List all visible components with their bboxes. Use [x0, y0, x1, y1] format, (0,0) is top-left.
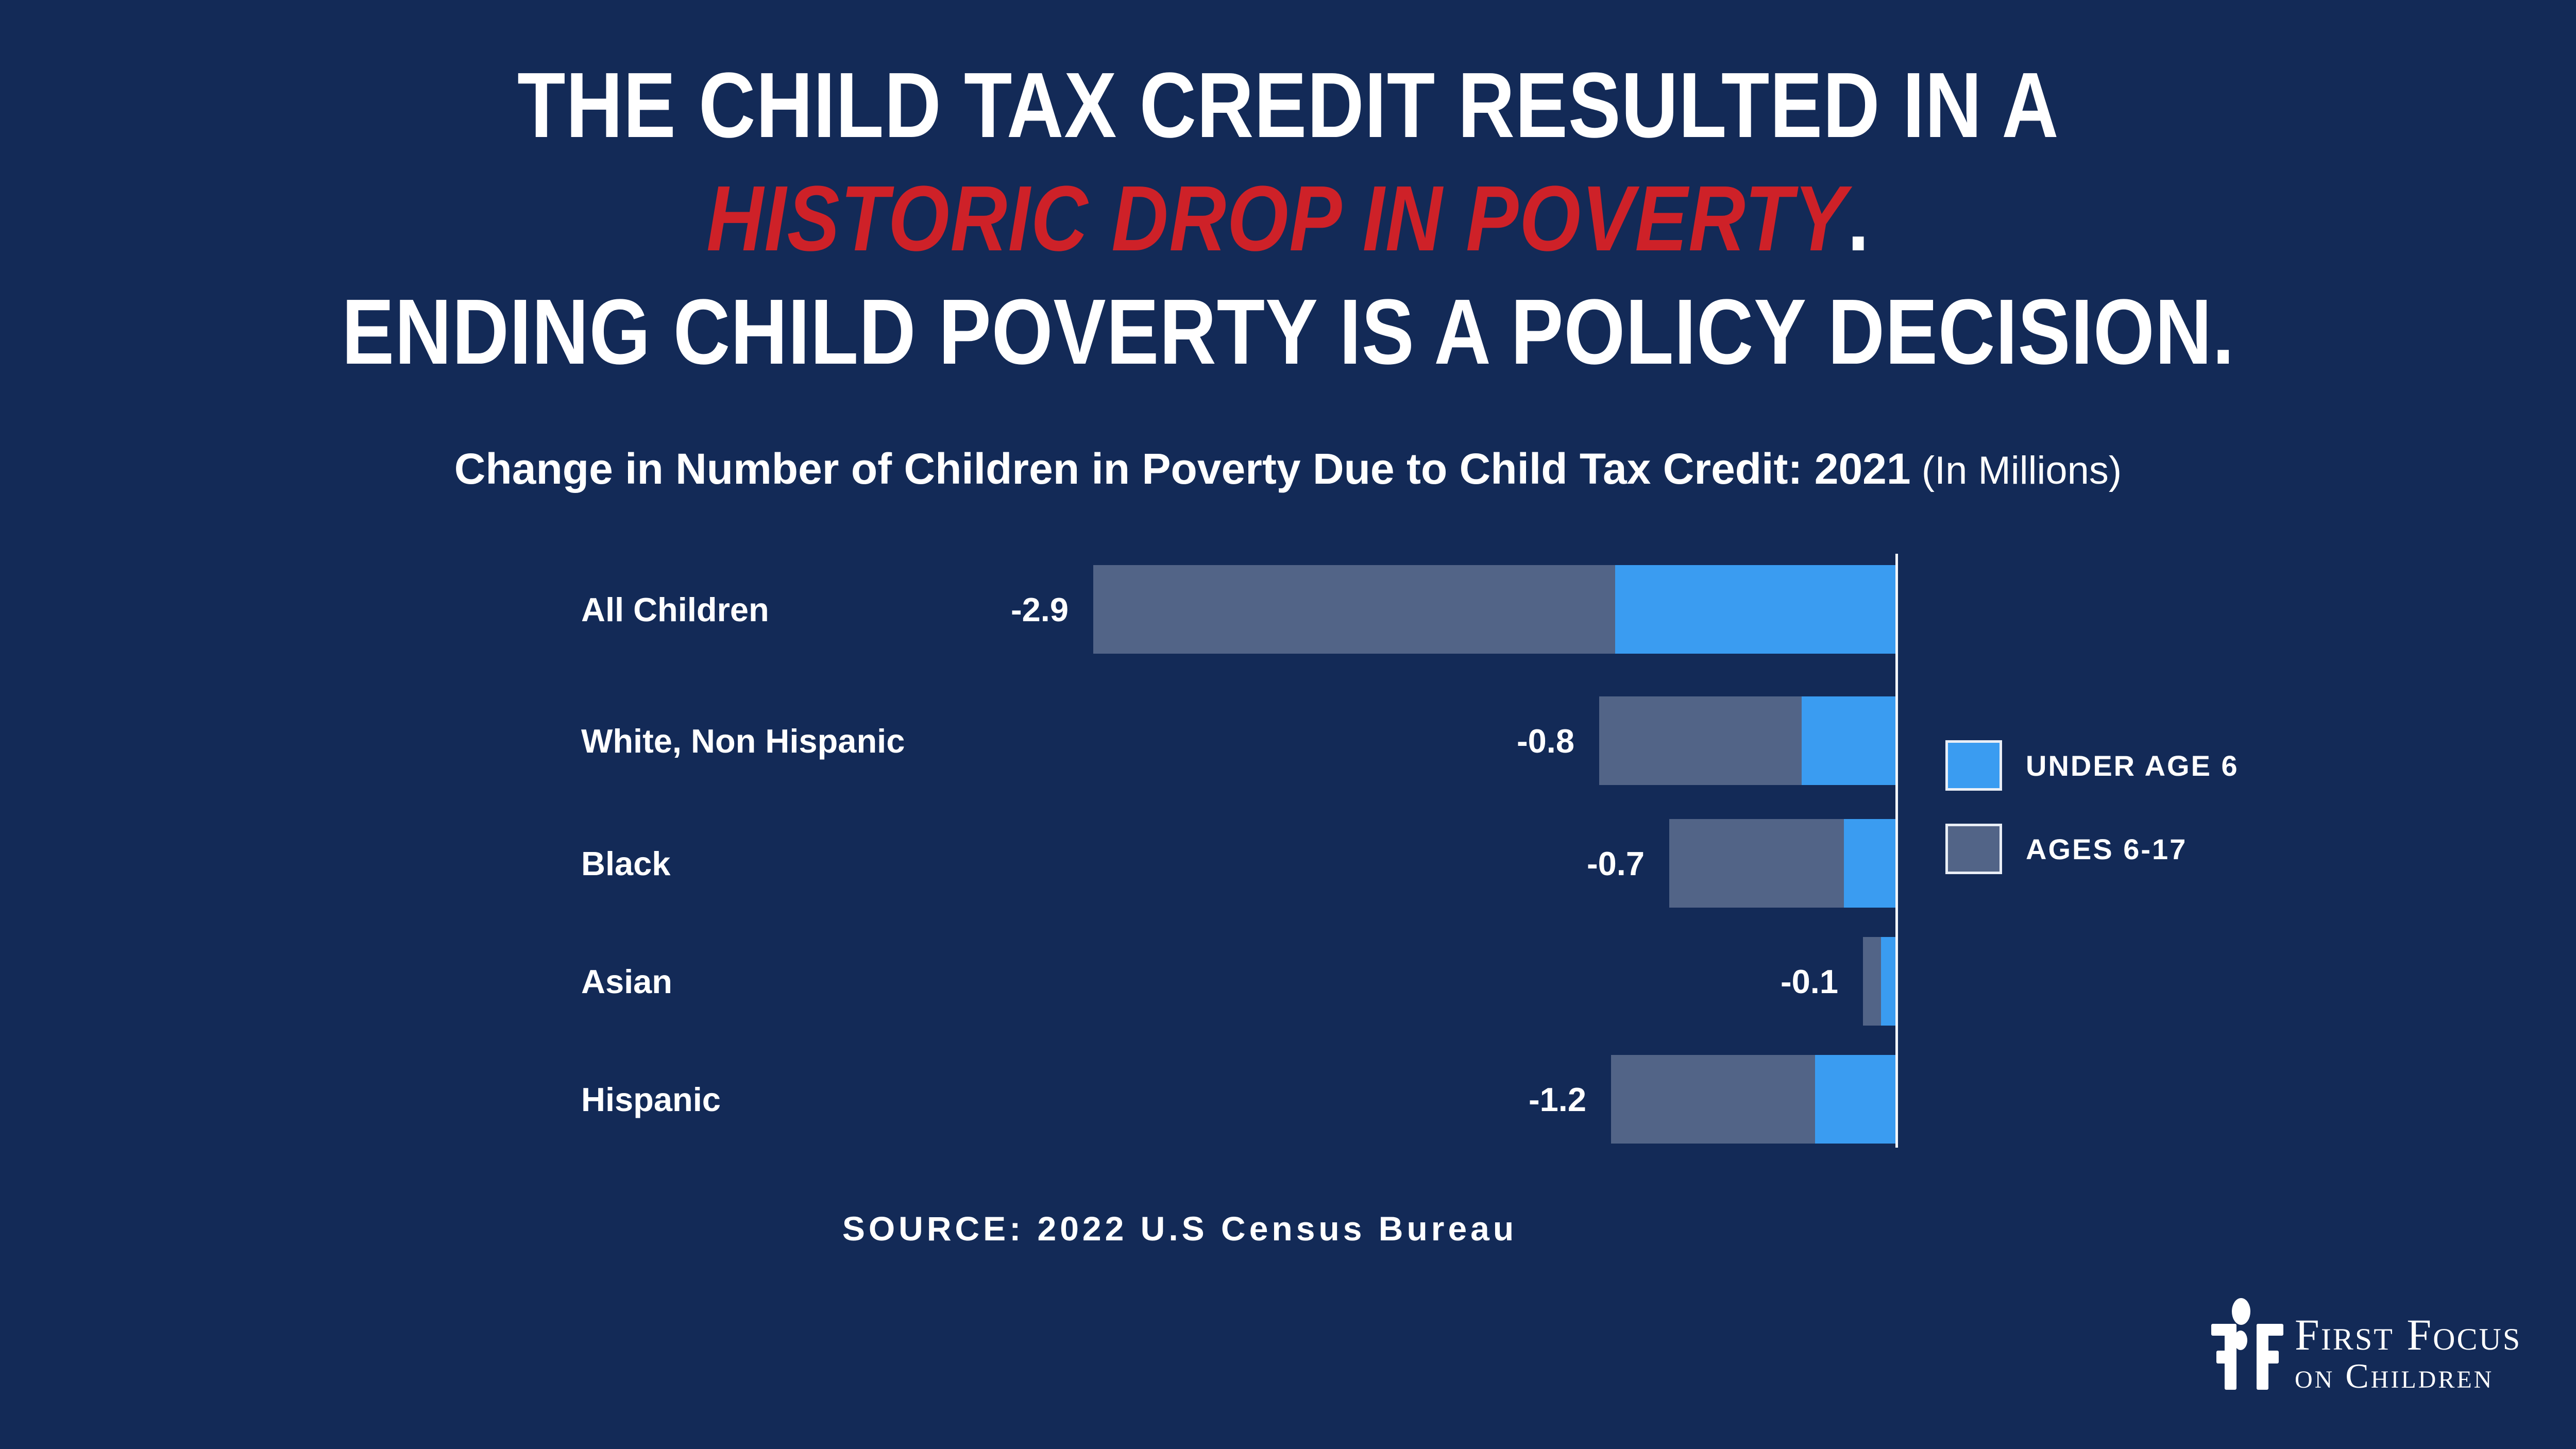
bar-segment-under-age-6	[1802, 696, 1896, 785]
chart-title: Change in Number of Children in Poverty …	[0, 440, 2576, 499]
category-label: White, Non Hispanic	[581, 722, 905, 760]
bar-segment-ages-6-17	[1093, 565, 1615, 654]
baseline-axis	[1895, 554, 1898, 1148]
value-label: -1.2	[1528, 1080, 1586, 1118]
stacked-bar	[1599, 696, 1896, 785]
value-label: -0.7	[1586, 844, 1645, 882]
category-label: All Children	[581, 590, 769, 628]
legend-label-ages-6-17: AGES 6-17	[2026, 832, 2188, 865]
headline-line-2-text: HISTORIC DROP IN POVERTY.	[706, 162, 1870, 276]
headline-period: .	[1847, 167, 1870, 270]
stacked-bar	[1611, 1055, 1896, 1144]
bar-segment-under-age-6	[1815, 1055, 1896, 1144]
value-label: -2.9	[1010, 590, 1069, 628]
value-label: -0.1	[1780, 962, 1838, 1000]
headline-line-3: ENDING CHILD POVERTY IS A POLICY DECISIO…	[0, 276, 2576, 389]
bar-segment-under-age-6	[1615, 565, 1896, 654]
stacked-bar	[1669, 819, 1896, 908]
legend-swatch-ages-6-17	[1945, 824, 2002, 874]
first-focus-logo-text: First Focus on Children	[2295, 1312, 2521, 1395]
headline-emphasis-red: HISTORIC DROP IN POVERTY	[706, 167, 1848, 270]
stacked-bar	[1093, 565, 1896, 654]
legend-swatch-under-age-6	[1945, 740, 2002, 791]
bar-segment-ages-6-17	[1611, 1055, 1815, 1144]
stacked-bar	[1863, 937, 1896, 1026]
headline-line-3-text: ENDING CHILD POVERTY IS A POLICY DECISIO…	[341, 280, 2235, 384]
bar-segment-ages-6-17	[1669, 819, 1844, 908]
value-label: -0.8	[1516, 722, 1574, 760]
headline-line-2: HISTORIC DROP IN POVERTY.	[0, 162, 2576, 276]
headline-line-1-text: THE CHILD TAX CREDIT RESULTED IN A	[517, 54, 2059, 157]
legend-label-under-age-6: UNDER AGE 6	[2026, 749, 2239, 782]
bar-segment-under-age-6	[1844, 819, 1896, 908]
chart-title-units: (In Millions)	[1910, 449, 2122, 492]
logo-line-first-focus: First Focus	[2295, 1310, 2522, 1359]
first-focus-logo-icon	[2211, 1298, 2283, 1390]
source-citation: SOURCE: 2022 U.S Census Bureau	[842, 1209, 1518, 1248]
logo-line-on-children: on Children	[2295, 1356, 2494, 1395]
bar-segment-ages-6-17	[1599, 696, 1802, 785]
bar-segment-ages-6-17	[1863, 937, 1881, 1026]
category-label: Asian	[581, 962, 673, 1000]
legend-item-ages-6-17: AGES 6-17	[1945, 824, 2187, 874]
category-label: Black	[581, 844, 671, 882]
legend-item-under-age-6: UNDER AGE 6	[1945, 740, 2239, 791]
first-focus-logo: First Focus on Children	[2210, 1298, 2521, 1395]
chart-title-main: Change in Number of Children in Poverty …	[454, 445, 1911, 493]
bar-segment-under-age-6	[1881, 937, 1896, 1026]
category-label: Hispanic	[581, 1080, 721, 1118]
headline-line-1: THE CHILD TAX CREDIT RESULTED IN A	[0, 49, 2576, 162]
